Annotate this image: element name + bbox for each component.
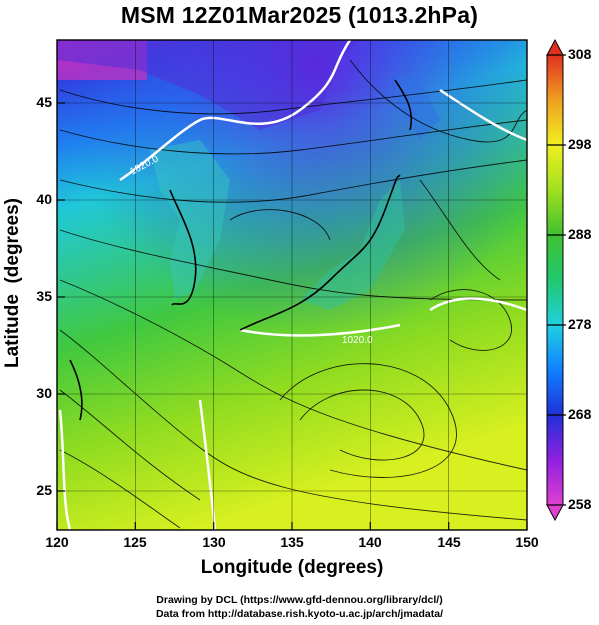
x-tick-label: 135 — [280, 534, 304, 550]
colorbar-min-arrow — [546, 504, 564, 522]
y-tick-label: 25 — [36, 482, 52, 498]
axis-ticks — [56, 102, 528, 530]
x-tick-label: 130 — [202, 534, 226, 550]
y-tick-label: 30 — [36, 385, 52, 401]
y-tick-label: 35 — [36, 288, 52, 304]
gridlines — [57, 40, 527, 530]
x-axis-label: Longitude (degrees) — [200, 557, 384, 578]
x-tick-label: 140 — [358, 534, 382, 550]
colorbar — [546, 38, 566, 522]
colorbar-tick-label: 298 — [568, 136, 592, 152]
y-tick-label: 45 — [36, 94, 52, 110]
x-tick-label: 125 — [123, 534, 147, 550]
isobars — [58, 40, 527, 530]
colorbar-tick-label: 278 — [568, 316, 592, 332]
credit-data: Data from http://database.rish.kyoto-u.a… — [155, 608, 444, 620]
x-tick-label: 150 — [515, 534, 539, 550]
colorbar-tick-label: 268 — [568, 406, 592, 422]
y-axis-label: Latitude (degrees) — [2, 198, 23, 368]
chart-title: MSM 12Z01Mar2025 (1013.2hPa) — [120, 2, 479, 28]
x-tick-label: 120 — [45, 534, 69, 550]
credit-drawing: Drawing by DCL (https://www.gfd-dennou.o… — [156, 594, 443, 606]
colorbar-max-arrow — [546, 38, 564, 56]
y-tick-label: 40 — [36, 191, 52, 207]
colorbar-tick-label: 258 — [568, 496, 592, 512]
colorbar-tick-label: 308 — [568, 46, 592, 62]
x-tick-label: 145 — [437, 534, 461, 550]
contour-label: 1020.0 — [342, 335, 373, 346]
colorbar-tick-label: 288 — [568, 226, 592, 242]
